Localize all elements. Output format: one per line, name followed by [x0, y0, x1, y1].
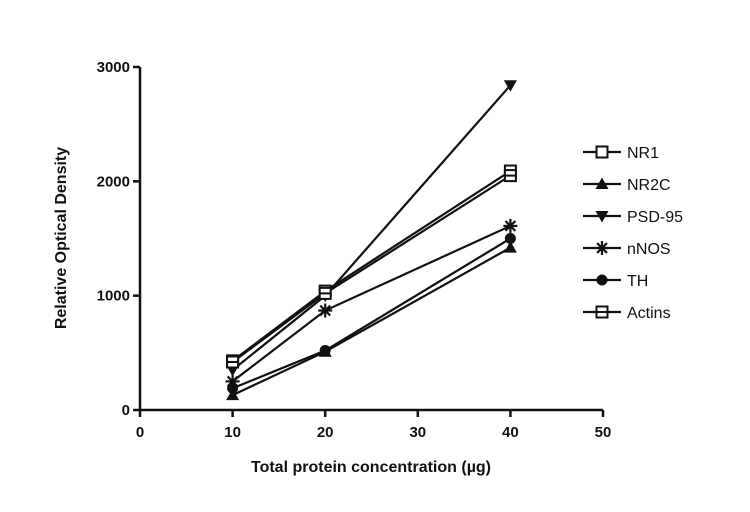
- legend-marker: [596, 274, 608, 286]
- series-line-actins: [231, 174, 511, 363]
- legend-item-nr2c: NR2C: [583, 177, 671, 194]
- x-tick-label: 30: [409, 424, 426, 441]
- data-point-th: [504, 233, 516, 244]
- legend-item-psd-95: PSD-95: [583, 209, 683, 226]
- legend-label: TH: [627, 273, 648, 290]
- series-lines: [231, 84, 512, 397]
- legend-label: NR1: [627, 145, 659, 162]
- x-tick-label: 20: [317, 424, 334, 441]
- series-line-psd-95: [231, 84, 512, 371]
- data-point-th: [227, 382, 239, 394]
- y-axis-title: Relative Optical Density: [53, 147, 70, 329]
- legend: NR1 NR2C PSD-95 nNOS TH Actins: [583, 145, 683, 322]
- legend-marker: [595, 211, 609, 223]
- x-tick-label: 10: [224, 424, 241, 441]
- legend-label: PSD-95: [627, 209, 683, 226]
- legend-item-nr1: NR1: [583, 145, 659, 162]
- axes: 0 1000 2000 3000 0 10 20 30 40 50: [97, 59, 612, 441]
- legend-marker: [595, 305, 609, 319]
- legend-label: NR2C: [627, 177, 671, 194]
- x-axis-title: Total protein concentration (µg): [251, 459, 491, 476]
- data-point-nnos: [503, 218, 518, 233]
- legend-item-th: TH: [583, 273, 648, 290]
- y-tick-label: 2000: [97, 173, 130, 190]
- data-point-nr2c: [503, 241, 517, 253]
- x-tick-label: 40: [502, 424, 519, 441]
- x-tick-label: 50: [595, 424, 612, 441]
- data-point-actins: [503, 169, 517, 183]
- series-line-nnos: [231, 224, 511, 383]
- data-point-psd-95: [503, 80, 517, 92]
- y-tick-label: 3000: [97, 59, 130, 76]
- data-point-nr2c: [226, 388, 240, 401]
- legend-marker: [595, 145, 609, 159]
- x-tick-label: 0: [136, 424, 144, 441]
- legend-label: Actins: [627, 305, 671, 322]
- data-point-actins: [226, 355, 240, 369]
- legend-item-actins: Actins: [583, 305, 671, 322]
- y-tick-label: 0: [122, 402, 130, 419]
- data-point-th: [319, 345, 331, 357]
- y-tick-label: 1000: [97, 288, 130, 305]
- legend-item-nnos: nNOS: [583, 241, 671, 258]
- series-markers: [225, 80, 518, 401]
- data-point-nnos: [318, 303, 333, 318]
- legend-marker: [595, 177, 609, 189]
- data-point-actins: [318, 286, 332, 300]
- legend-label: nNOS: [627, 241, 671, 258]
- legend-marker: [595, 241, 609, 255]
